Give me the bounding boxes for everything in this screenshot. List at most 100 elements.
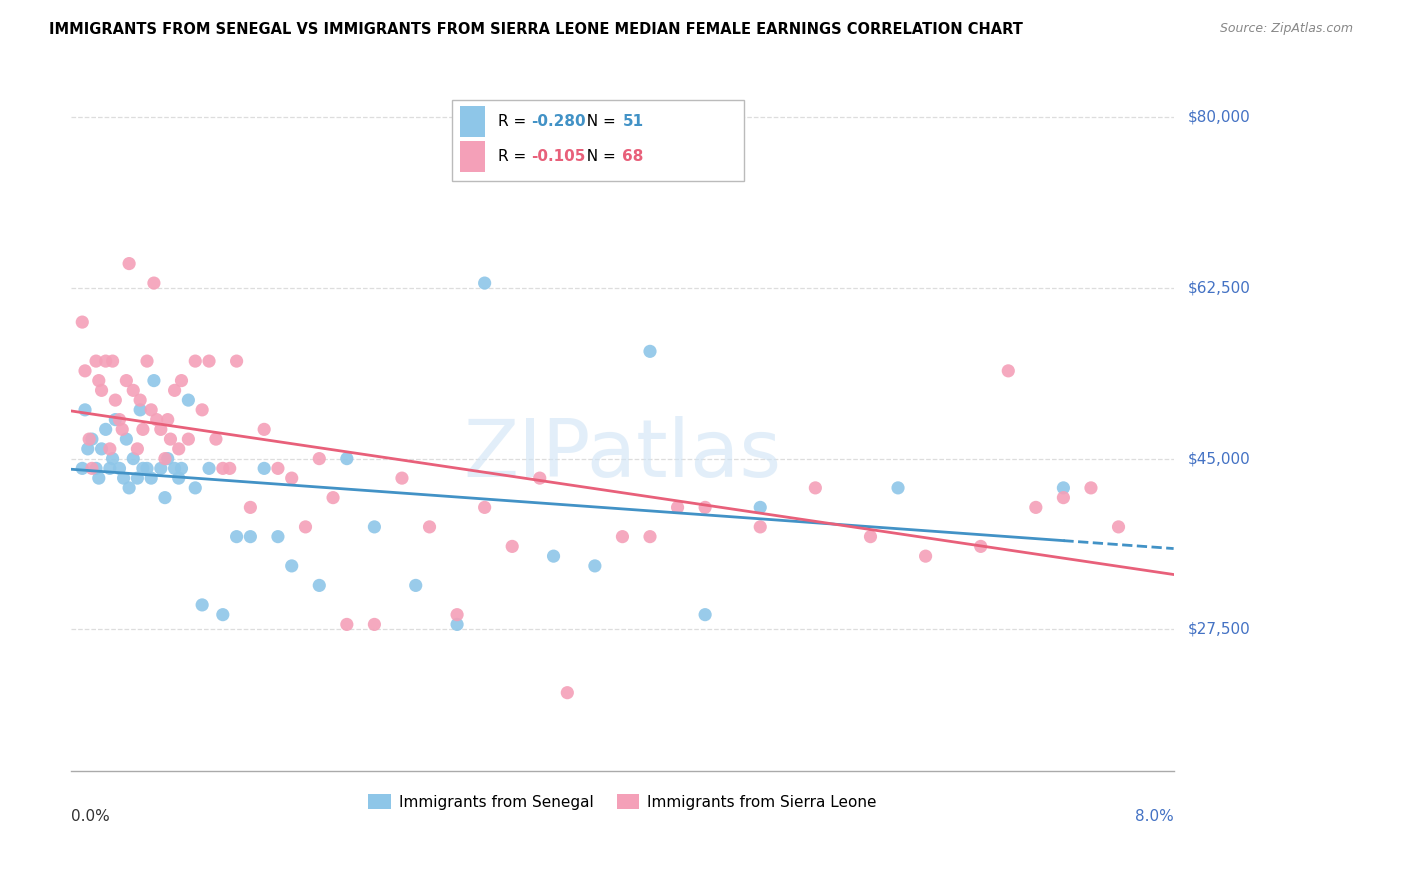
Point bbox=[90, 384, 112, 398]
Point bbox=[555, 686, 578, 700]
Point bbox=[267, 461, 290, 475]
Point bbox=[145, 412, 167, 426]
Point bbox=[149, 461, 172, 475]
Point bbox=[156, 451, 179, 466]
Point bbox=[1080, 481, 1102, 495]
Legend: Immigrants from Senegal, Immigrants from Sierra Leone: Immigrants from Senegal, Immigrants from… bbox=[363, 788, 883, 815]
Point bbox=[695, 500, 717, 515]
Point bbox=[308, 451, 330, 466]
Point bbox=[112, 471, 135, 485]
Point bbox=[446, 617, 468, 632]
Point bbox=[391, 471, 413, 485]
Point bbox=[474, 500, 496, 515]
Point bbox=[405, 578, 427, 592]
Point bbox=[1025, 500, 1047, 515]
Point bbox=[363, 617, 385, 632]
Point bbox=[129, 393, 152, 408]
Point bbox=[101, 354, 124, 368]
Point bbox=[198, 354, 221, 368]
Point bbox=[638, 344, 661, 359]
Point bbox=[997, 364, 1019, 378]
Point bbox=[115, 432, 138, 446]
Point bbox=[104, 393, 127, 408]
Point bbox=[163, 384, 186, 398]
Point bbox=[695, 607, 717, 622]
Text: $80,000: $80,000 bbox=[1188, 110, 1250, 125]
Point bbox=[153, 491, 176, 505]
Text: N =: N = bbox=[578, 113, 621, 128]
Point bbox=[115, 374, 138, 388]
Point bbox=[108, 461, 131, 475]
Point bbox=[225, 530, 247, 544]
Point bbox=[253, 422, 276, 436]
Text: R =: R = bbox=[498, 113, 531, 128]
Point bbox=[749, 520, 772, 534]
Point bbox=[111, 422, 134, 436]
Point bbox=[218, 461, 240, 475]
Point bbox=[322, 491, 344, 505]
Point bbox=[159, 432, 181, 446]
Point bbox=[80, 461, 103, 475]
Point bbox=[501, 540, 523, 554]
Point bbox=[308, 578, 330, 592]
Point bbox=[122, 451, 145, 466]
Point bbox=[87, 471, 110, 485]
Point bbox=[294, 520, 316, 534]
Point bbox=[211, 607, 233, 622]
Point bbox=[363, 520, 385, 534]
Point bbox=[142, 276, 165, 290]
Text: -0.105: -0.105 bbox=[531, 149, 585, 164]
Point bbox=[177, 393, 200, 408]
Point bbox=[914, 549, 936, 563]
Point bbox=[1108, 520, 1130, 534]
Point bbox=[87, 374, 110, 388]
Point bbox=[253, 461, 276, 475]
Point bbox=[84, 354, 107, 368]
Point bbox=[129, 402, 152, 417]
Point bbox=[474, 276, 496, 290]
Point bbox=[156, 412, 179, 426]
Point bbox=[72, 315, 94, 329]
Point bbox=[336, 451, 359, 466]
Point bbox=[198, 461, 221, 475]
Text: 0.0%: 0.0% bbox=[72, 809, 110, 824]
Text: $27,500: $27,500 bbox=[1188, 622, 1250, 637]
Point bbox=[101, 451, 124, 466]
Point bbox=[887, 481, 910, 495]
Text: ZIPatlas: ZIPatlas bbox=[464, 416, 782, 493]
Text: -0.280: -0.280 bbox=[531, 113, 585, 128]
Point bbox=[205, 432, 228, 446]
Point bbox=[280, 558, 302, 573]
Point bbox=[108, 412, 131, 426]
Point bbox=[170, 461, 193, 475]
Point bbox=[859, 530, 882, 544]
Point bbox=[638, 530, 661, 544]
Point bbox=[211, 461, 233, 475]
Point bbox=[170, 374, 193, 388]
Point bbox=[118, 256, 141, 270]
Point bbox=[94, 354, 117, 368]
Text: 68: 68 bbox=[623, 149, 644, 164]
Point bbox=[76, 442, 98, 456]
Text: 51: 51 bbox=[623, 113, 644, 128]
Point bbox=[1052, 481, 1074, 495]
Text: $62,500: $62,500 bbox=[1188, 280, 1250, 295]
Point bbox=[127, 442, 149, 456]
Point bbox=[418, 520, 440, 534]
Point bbox=[153, 451, 176, 466]
Point bbox=[77, 432, 100, 446]
Point bbox=[225, 354, 247, 368]
Text: 8.0%: 8.0% bbox=[1135, 809, 1174, 824]
Text: $45,000: $45,000 bbox=[1188, 451, 1250, 467]
Point bbox=[612, 530, 634, 544]
FancyBboxPatch shape bbox=[451, 100, 744, 181]
Text: R =: R = bbox=[498, 149, 531, 164]
Point bbox=[72, 461, 94, 475]
Point bbox=[104, 412, 127, 426]
Point bbox=[84, 461, 107, 475]
Point bbox=[142, 374, 165, 388]
Point bbox=[90, 442, 112, 456]
Text: N =: N = bbox=[578, 149, 621, 164]
Point bbox=[141, 402, 163, 417]
Point bbox=[239, 500, 262, 515]
